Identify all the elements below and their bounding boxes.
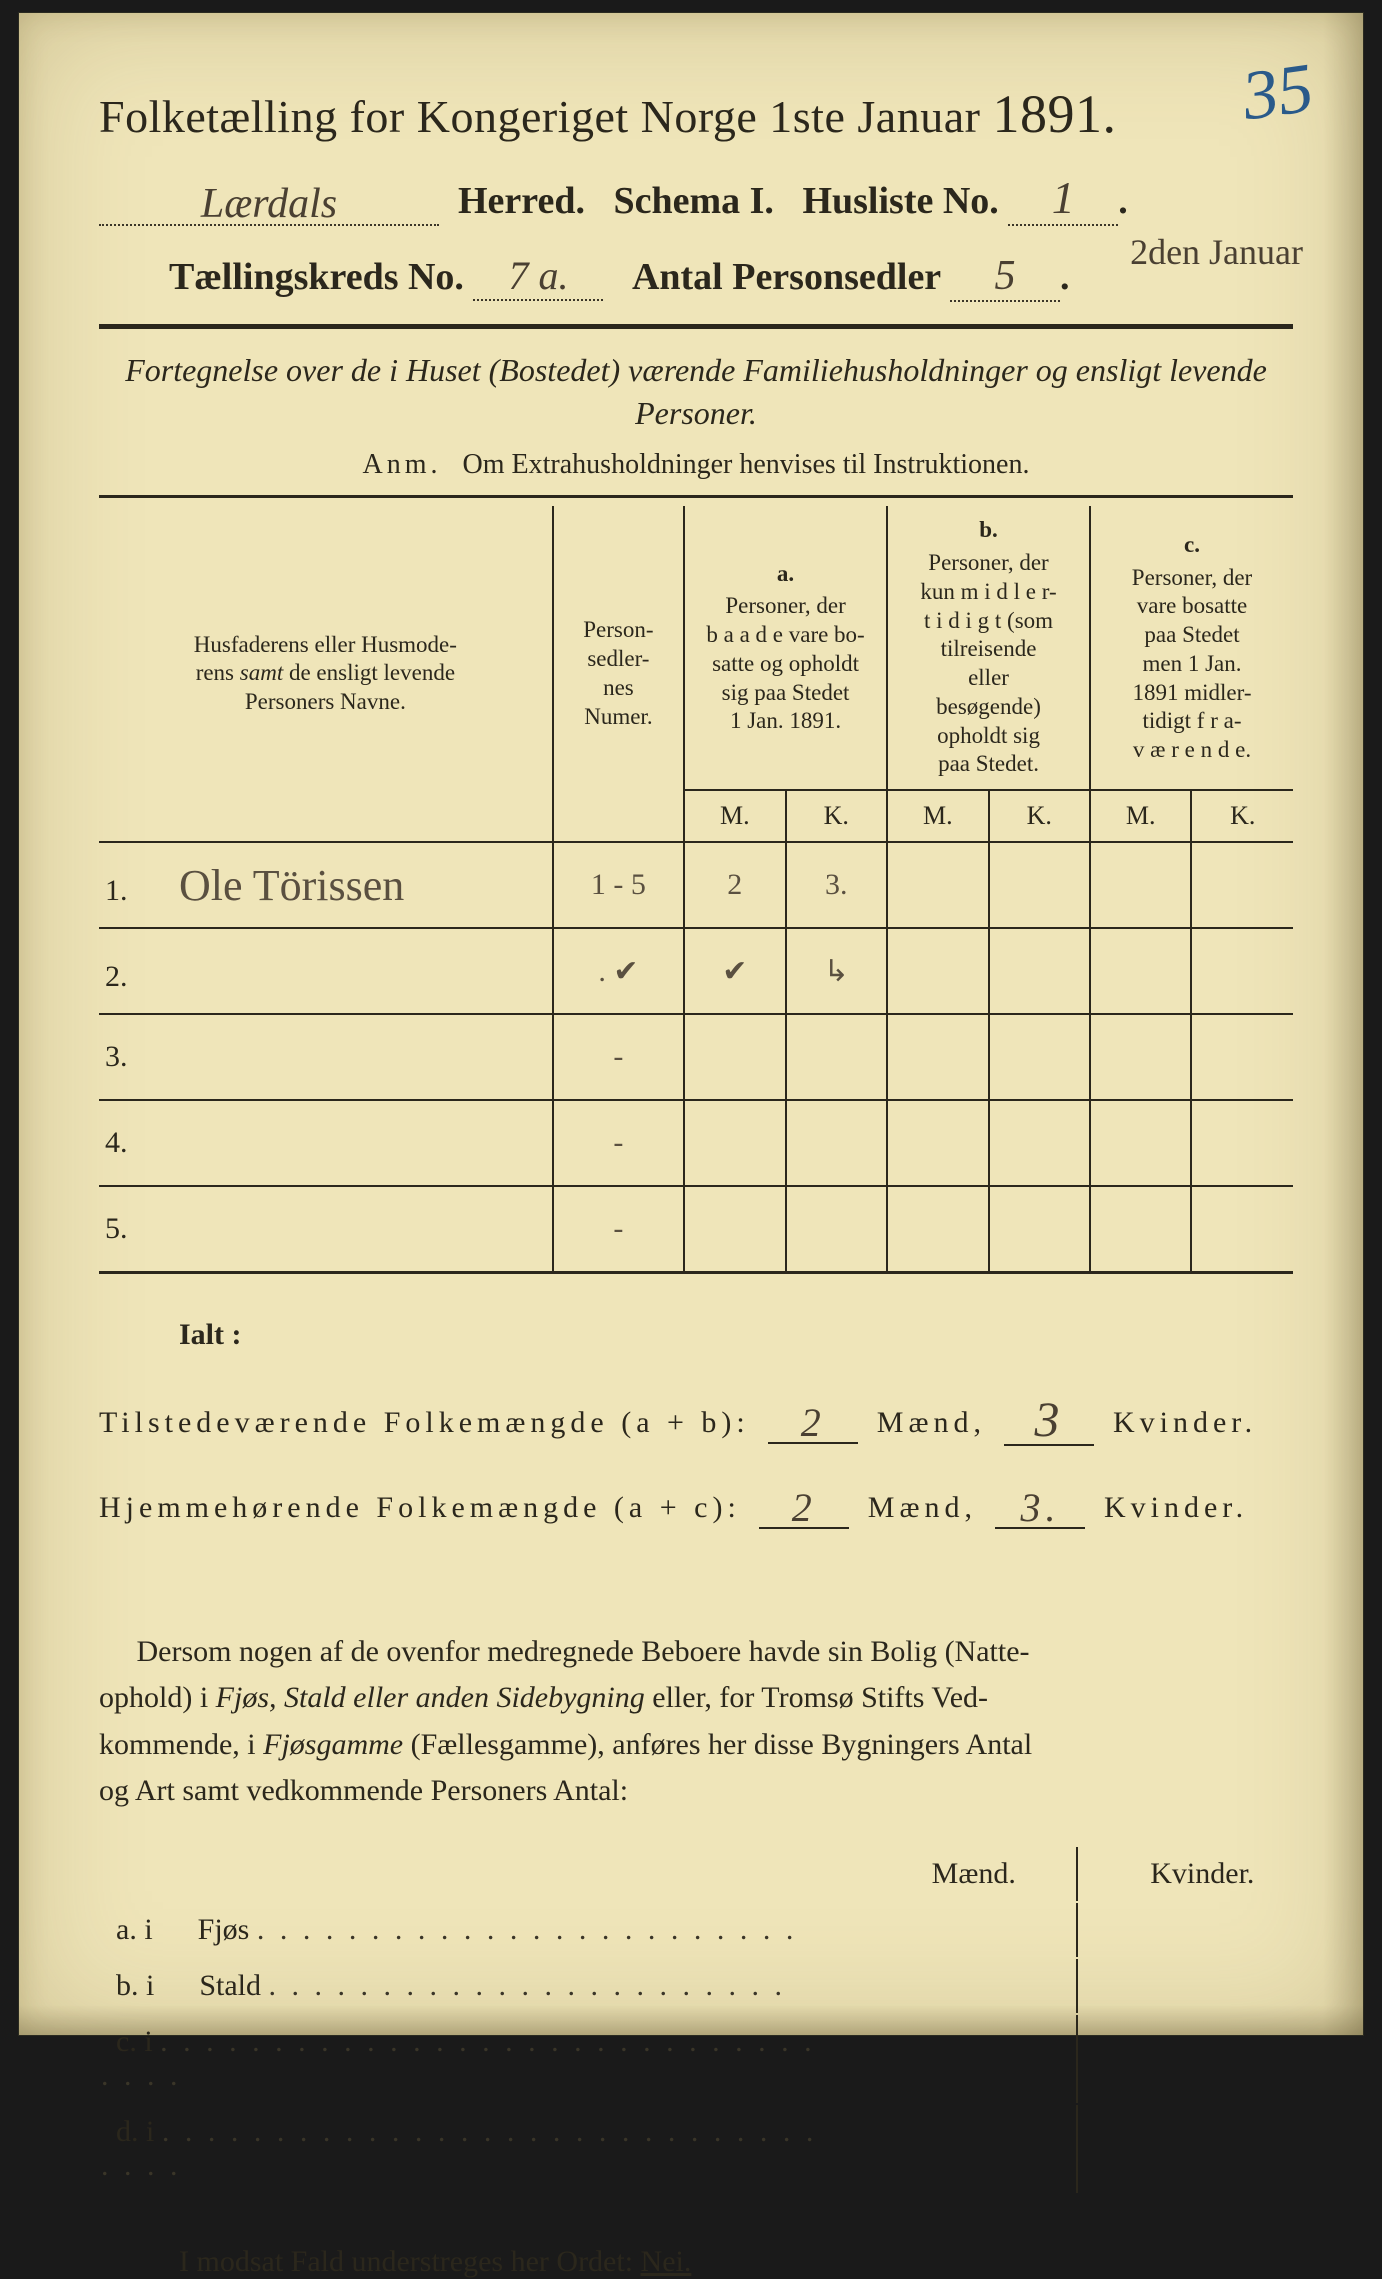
census-table: Husfaderens eller Husmode-rens samt de e… <box>99 506 1293 1273</box>
cell-bM <box>887 928 988 1014</box>
kreds-line: Tællingskreds No. 7 a. Antal Personsedle… <box>99 252 1293 302</box>
maend-label: Mænd, <box>868 1491 977 1524</box>
th-b-m: M. <box>887 790 988 842</box>
paper-shadow-right <box>1323 13 1363 2035</box>
th-b-label: b. <box>896 516 1081 545</box>
mk-maend: Mænd. <box>873 1847 1074 1901</box>
sum-line-2: Hjemmehørende Folkemængde (a + c): 2 Mæn… <box>99 1480 1293 1529</box>
mk-kvinder: Kvinder. <box>1114 1847 1291 1901</box>
main-title: Folketælling for Kongeriget Norge 1ste J… <box>99 83 1293 145</box>
byg-b-label: b. i <box>116 1969 154 2002</box>
maend-label: Mænd, <box>877 1406 986 1439</box>
closing-nei: Nei. <box>641 2245 692 2278</box>
cell-cK <box>1191 842 1293 928</box>
anm-note: Anm. Om Extrahusholdninger henvises til … <box>99 449 1293 481</box>
table-row: 2. . ✔ ✔ ↳ <box>99 928 1293 1014</box>
date-handwritten: 2den Januar <box>1130 231 1303 273</box>
th-c-m: M. <box>1090 790 1191 842</box>
cell-numer: - <box>553 1186 684 1272</box>
husliste-value: 1 <box>1052 172 1075 223</box>
census-form-page: 3 5 Folketælling for Kongeriget Norge 1st… <box>18 12 1364 2036</box>
cell-numer: . ✔ <box>553 928 684 1014</box>
closing-text: I modsat Fald understreges her Ordet: <box>179 2245 633 2278</box>
antal-label: Antal Personsedler <box>632 256 941 298</box>
th-c: c. Personer, dervare bosattepaa Stedetme… <box>1090 506 1293 790</box>
th-a-k: K. <box>786 790 887 842</box>
kreds-value: 7 a. <box>508 253 568 298</box>
sum2-label: Hjemmehørende Folkemængde (a + c): <box>99 1491 741 1524</box>
th-b: b. Personer, derkun m i d l e r-t i d i … <box>887 506 1090 790</box>
closing-line: I modsat Fald understreges her Ordet: Ne… <box>99 2245 1293 2279</box>
sum-line-1: Tilstedeværende Folkemængde (a + b): 2 M… <box>99 1386 1293 1446</box>
row-no: 5. <box>99 1212 149 1246</box>
cell-aM: 2 <box>684 842 785 928</box>
totals-block: Ialt : Tilstedeværende Folkemængde (a + … <box>99 1318 1293 1529</box>
row-no: 3. <box>99 1040 149 1074</box>
byg-a-name: Fjøs <box>198 1913 250 1946</box>
row-name <box>149 947 179 996</box>
byg-c-label: c. i <box>116 2025 153 2058</box>
table-row: 3. - <box>99 1014 1293 1100</box>
th-a-m: M. <box>684 790 785 842</box>
th-numer: Person-sedler-nesNumer. <box>553 506 684 842</box>
sum2-k: 3. <box>1020 1485 1060 1530</box>
table-row: 5. - <box>99 1186 1293 1272</box>
th-b-k: K. <box>989 790 1090 842</box>
row-no: 4. <box>99 1126 149 1160</box>
husliste-label: Husliste No. <box>802 180 998 222</box>
anm-label: Anm. <box>363 449 442 480</box>
row-name: Ole Törissen <box>149 861 404 910</box>
byg-a-label: a. i <box>116 1913 153 1946</box>
title-prefix: Folketælling for Kongeriget Norge 1ste J… <box>99 91 980 142</box>
bygning-row: d. i . . . . . . . . . . . . . . . . . .… <box>101 2105 1291 2193</box>
cell-aM: ✔ <box>684 928 785 1014</box>
cell-cM <box>1090 928 1191 1014</box>
schema-label: Schema I. <box>613 180 773 222</box>
th-a: a. Personer, derb a a d e vare bo-satte … <box>684 506 887 790</box>
byg-b-name: Stald <box>199 1969 261 2002</box>
bygning-row: a. i Fjøs . . . . . . . . . . . . . . . … <box>101 1903 1291 1957</box>
antal-value: 5 <box>994 253 1015 299</box>
herred-label: Herred. <box>458 180 585 222</box>
bygning-row: c. i . . . . . . . . . . . . . . . . . .… <box>101 2015 1291 2103</box>
cell-bK <box>989 928 1090 1014</box>
subtitle: Fortegnelse over de i Huset (Bostedet) v… <box>99 349 1293 435</box>
cell-cM <box>1090 842 1191 928</box>
rule-2 <box>99 495 1293 498</box>
th-a-label: a. <box>693 560 878 589</box>
ialt-label: Ialt : <box>99 1318 1293 1352</box>
sum2-m: 2 <box>792 1485 817 1530</box>
table-row: 4. - <box>99 1100 1293 1186</box>
herred-line: Lærdals Herred. Schema I. Husliste No. 1… <box>99 171 1293 226</box>
bygning-row: b. i Stald . . . . . . . . . . . . . . .… <box>101 1959 1291 2013</box>
bygninger-table: Mænd. Kvinder. a. i Fjøs . . . . . . . .… <box>99 1845 1293 2195</box>
cell-bM <box>887 842 988 928</box>
cell-numer: - <box>553 1014 684 1100</box>
kvinder-label: Kvinder. <box>1104 1491 1248 1524</box>
herred-value: Lærdals <box>201 181 337 227</box>
table-row: 1.Ole Törissen 1 - 5 2 3. <box>99 842 1293 928</box>
cell-numer: 1 - 5 <box>553 842 684 928</box>
kvinder-label: Kvinder. <box>1113 1406 1257 1439</box>
rule-1 <box>99 324 1293 329</box>
anm-text: Om Extrahusholdninger henvises til Instr… <box>463 449 1030 480</box>
bygninger-paragraph: Dersom nogen af de ovenfor medregnede Be… <box>99 1629 1293 1815</box>
title-year: 1891. <box>992 84 1116 144</box>
sum1-label: Tilstedeværende Folkemængde (a + b): <box>99 1406 750 1439</box>
th-c-k: K. <box>1191 790 1293 842</box>
sum1-k: 3 <box>1034 1391 1064 1447</box>
form-content: Folketælling for Kongeriget Norge 1ste J… <box>99 83 1293 2279</box>
th-c-label: c. <box>1099 531 1285 560</box>
cell-aK: 3. <box>786 842 887 928</box>
byg-d-label: d. i <box>116 2115 154 2148</box>
cell-aK: ↳ <box>786 928 887 1014</box>
th-names: Husfaderens eller Husmode-rens samt de e… <box>99 506 553 842</box>
cell-cK <box>1191 928 1293 1014</box>
row-no: 2. <box>99 960 149 994</box>
sum1-m: 2 <box>801 1400 826 1445</box>
kreds-label: Tællingskreds No. <box>169 256 464 298</box>
row-no: 1. <box>99 874 149 908</box>
cell-numer: - <box>553 1100 684 1186</box>
cell-bK <box>989 842 1090 928</box>
